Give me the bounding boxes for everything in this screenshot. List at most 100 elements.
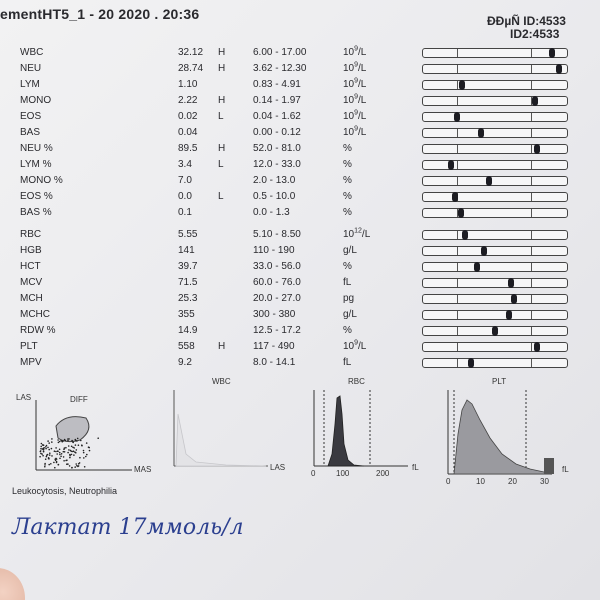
scatter-point [48,454,51,456]
scatter-point [67,445,70,447]
result-range: 117 - 490 [253,341,295,352]
result-unit: 1012/L [343,228,370,242]
result-value: 355 [178,309,195,320]
result-name: RDW % [20,325,56,336]
scatter-point [62,456,65,458]
result-flag: H [218,47,226,58]
range-bar-high-tick [531,343,532,351]
result-unit-base: 10 [343,229,355,240]
result-unit-tail: /L [358,47,367,58]
scatter-point [57,463,60,466]
scatter-point [72,450,75,452]
rbc-hist-tick-200: 200 [376,469,390,478]
result-unit-exponent: 9 [354,339,359,347]
result-range-bar [422,144,568,154]
scatter-point [48,463,50,466]
scatter-point [56,453,58,455]
result-row: MONO 2.22 H 0.14 - 1.97 109/L [0,94,600,108]
scatter-point [48,448,50,451]
scatter-point [70,453,73,456]
scatter-point [97,437,99,439]
scatter-point [45,455,48,458]
range-bar-low-tick [457,161,458,169]
plt-histogram: PLT 0 10 20 30 fL [446,377,569,486]
result-range: 3.62 - 12.30 [253,63,307,74]
scatter-point [40,452,42,455]
result-unit: % [343,190,352,204]
result-range-bar [422,80,568,90]
result-unit: 109/L [343,94,366,108]
result-row: RDW % 14.9 12.5 - 17.2% [0,324,600,338]
range-bar-high-tick [531,279,532,287]
result-value: 5.55 [178,229,198,240]
result-range-bar [422,342,568,352]
scatter-point [60,453,63,455]
scatter-points [39,437,99,469]
scatter-point [49,452,51,454]
scatter-point [76,440,78,442]
scatter-point [44,464,46,466]
result-name: MONO % [20,175,63,186]
scatter-point [42,450,45,452]
scatter-point [58,451,61,454]
scatter-point [57,439,59,441]
result-range-bar [422,246,568,256]
scatter-point [47,440,49,442]
result-range: 12.0 - 33.0 [253,159,301,170]
range-bar-low-tick [457,247,458,255]
result-row: WBC 32.12 H 6.00 - 17.00 109/L [0,46,600,60]
result-range-bar [422,208,568,218]
scatter-point [83,457,85,459]
result-row: HGB 141 110 - 190 g/L [0,244,600,258]
range-bar-high-tick [531,81,532,89]
result-range-bar [422,310,568,320]
scatter-point [48,458,50,460]
result-value: 3.4 [178,159,192,170]
scatter-point [68,465,71,467]
result-unit-base: % [343,325,352,336]
scatter-diff-label: DIFF [70,395,88,404]
rbc-histogram: RBC 0 100 200 fL [311,377,419,478]
result-name: BAS [20,127,41,138]
scatter-point [39,455,41,458]
result-unit-base: 10 [343,127,355,138]
result-row: RBC 5.55 5.10 - 8.50 1012/L [0,228,600,242]
result-range: 0.5 - 10.0 [253,191,296,202]
result-unit-exponent: 9 [354,45,359,53]
scatter-point [82,449,85,452]
range-bar-low-tick [457,209,458,217]
result-range: 0.0 - 1.3 [253,207,290,218]
result-unit: 109/L [343,78,366,92]
result-name: PLT [20,341,38,352]
result-range: 110 - 190 [253,245,295,256]
result-range-bar [422,96,568,106]
result-unit-base: % [343,175,352,186]
scatter-point [39,450,42,452]
scatter-point [76,464,78,467]
scatter-point [77,444,80,446]
result-range: 52.0 - 81.0 [253,143,301,154]
result-range-bar [422,262,568,272]
result-range: 33.0 - 56.0 [253,261,301,272]
plt-hist-tick-30: 30 [540,477,549,486]
range-bar-high-tick [531,65,532,73]
range-bar-marker [533,342,540,352]
result-name: NEU [20,63,42,74]
scatter-point [44,458,47,460]
range-bar-high-tick [531,97,532,105]
result-unit: pg [343,292,354,306]
scatter-point [67,451,69,454]
scatter-point [40,447,42,450]
scatter-point [75,449,78,451]
range-bar-high-tick [531,209,532,217]
range-bar-high-tick [531,193,532,201]
result-unit: % [343,142,352,156]
result-unit-tail: /L [358,111,367,122]
scatter-point [78,462,81,464]
range-bar-high-tick [531,129,532,137]
result-value: 32.12 [178,47,204,58]
range-bar-marker [555,64,562,74]
range-bar-marker [458,208,464,218]
scatter-point [88,446,90,449]
range-bar-low-tick [457,49,458,57]
